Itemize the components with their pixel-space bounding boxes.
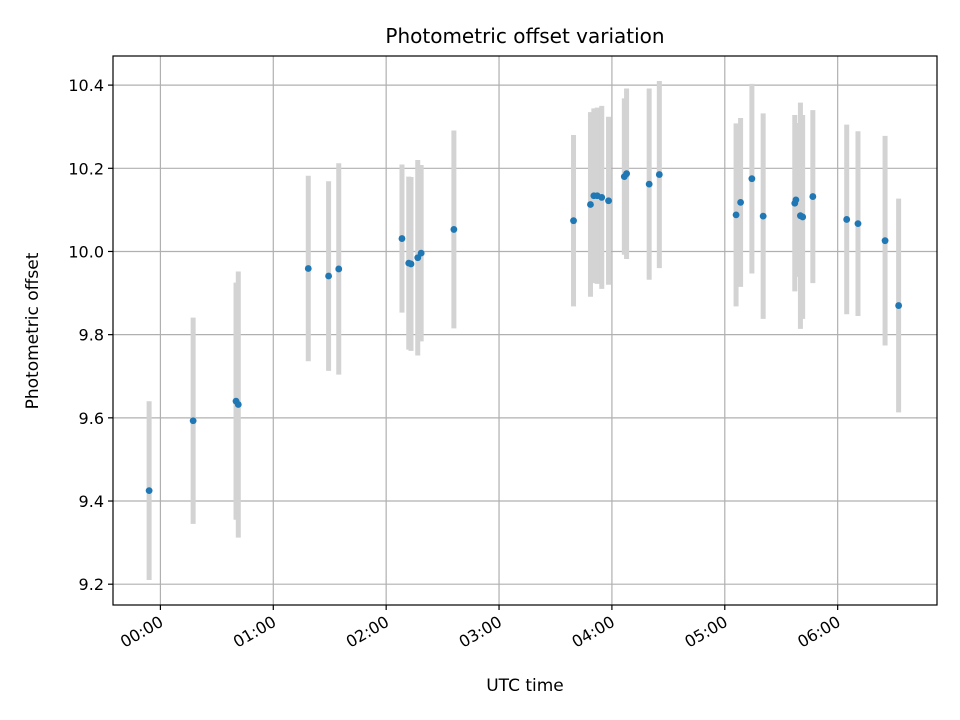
data-point (450, 226, 458, 233)
data-point (655, 171, 663, 178)
y-tick-label: 10.0 (68, 242, 104, 261)
y-tick-label: 9.6 (79, 409, 104, 428)
y-tick-label: 9.4 (79, 492, 104, 511)
data-point (737, 199, 744, 206)
y-axis-ticks: 9.2 9.4 9.6 9.8 10.0 10.2 10.4 (68, 76, 113, 594)
data-point (407, 260, 415, 268)
y-tick-label: 9.8 (79, 326, 104, 345)
data-point (799, 213, 807, 221)
data-point (792, 196, 800, 204)
y-tick-label: 10.2 (68, 159, 104, 178)
x-axis-label: UTC time (486, 676, 564, 696)
plot-frame (112, 55, 938, 606)
data-point (234, 401, 242, 408)
data-point (854, 220, 862, 228)
data-point (335, 265, 343, 273)
data-point (732, 211, 740, 219)
data-point (809, 193, 817, 200)
data-point (304, 265, 312, 272)
data-point (895, 302, 903, 309)
data-point (605, 197, 612, 205)
data-point (570, 217, 577, 225)
data-point (759, 212, 767, 220)
data-point (748, 175, 756, 183)
data-points (145, 170, 903, 495)
chart-title: Photometric offset variation (385, 24, 664, 48)
data-point (843, 216, 851, 223)
y-tick-label: 9.2 (79, 575, 104, 594)
data-point (623, 170, 630, 178)
data-point (598, 194, 606, 201)
data-point (145, 487, 153, 495)
data-point (189, 417, 197, 425)
y-axis-label: Photometric offset (23, 252, 43, 409)
data-point (417, 249, 425, 257)
y-tick-label: 10.4 (68, 76, 104, 95)
data-point (398, 235, 406, 242)
data-point (325, 272, 332, 280)
data-point (645, 180, 653, 188)
data-point (881, 237, 889, 245)
data-point (587, 201, 594, 208)
